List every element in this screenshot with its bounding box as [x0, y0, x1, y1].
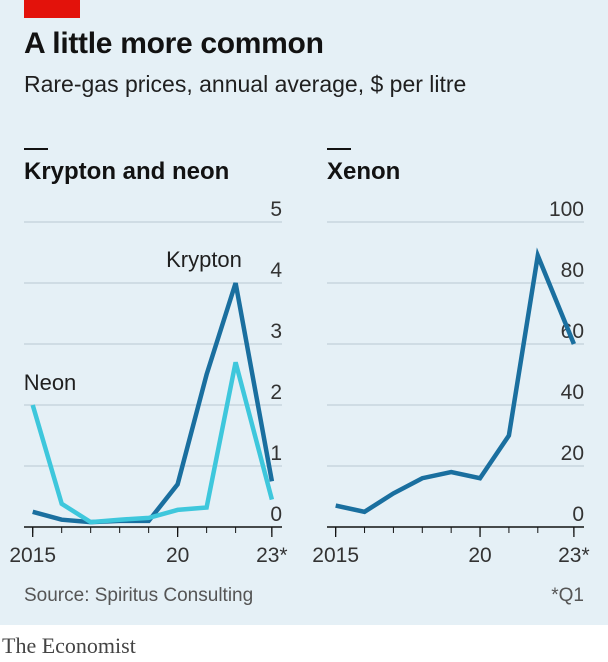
right-y-tick-label-100: 100: [549, 198, 584, 221]
left-y-tick-label-4: 4: [270, 259, 282, 282]
right-panel-title: Xenon: [327, 158, 401, 185]
right-panel-rule: [327, 148, 351, 150]
left-y-tick-label-2: 2: [270, 381, 282, 404]
krypton-annotation: Krypton: [166, 247, 242, 272]
right-x-tick-label-0: 2015: [312, 544, 359, 567]
left-y-tick-label-5: 5: [270, 198, 282, 221]
left-y-tick-label-1: 1: [270, 442, 282, 465]
left-panel-title: Krypton and neon: [24, 158, 230, 185]
right-y-tick-label-80: 80: [561, 259, 584, 282]
neon-annotation: Neon: [24, 370, 77, 395]
left-x-tick-label-0: 2015: [9, 544, 56, 567]
left-series-line-krypton: [32, 282, 275, 525]
right-y-tick-label-0: 0: [572, 503, 584, 526]
left-y-tick-label-3: 3: [270, 320, 282, 343]
left-series-line-neon: [30, 361, 275, 525]
left-y-tick-label-0: 0: [270, 503, 282, 526]
chart-title: A little more common: [24, 27, 324, 60]
chart-subtitle: Rare-gas prices, annual average, $ per l…: [24, 71, 467, 97]
economist-logo: The Economist: [2, 633, 136, 658]
footnote: *Q1: [551, 585, 584, 606]
right-y-tick-label-40: 40: [561, 381, 584, 404]
right-x-tick-label-2: 23*: [558, 544, 590, 567]
right-y-tick-label-20: 20: [561, 442, 584, 465]
left-x-tick-label-1: 20: [166, 544, 189, 567]
source-note: Source: Spiritus Consulting: [24, 585, 254, 606]
right-series-line-xenon: [335, 247, 576, 515]
right-x-tick-label-1: 20: [468, 544, 491, 567]
brand-red-tag: [24, 0, 80, 18]
left-x-tick-label-2: 23*: [256, 544, 288, 567]
left-panel-rule: [24, 148, 48, 150]
